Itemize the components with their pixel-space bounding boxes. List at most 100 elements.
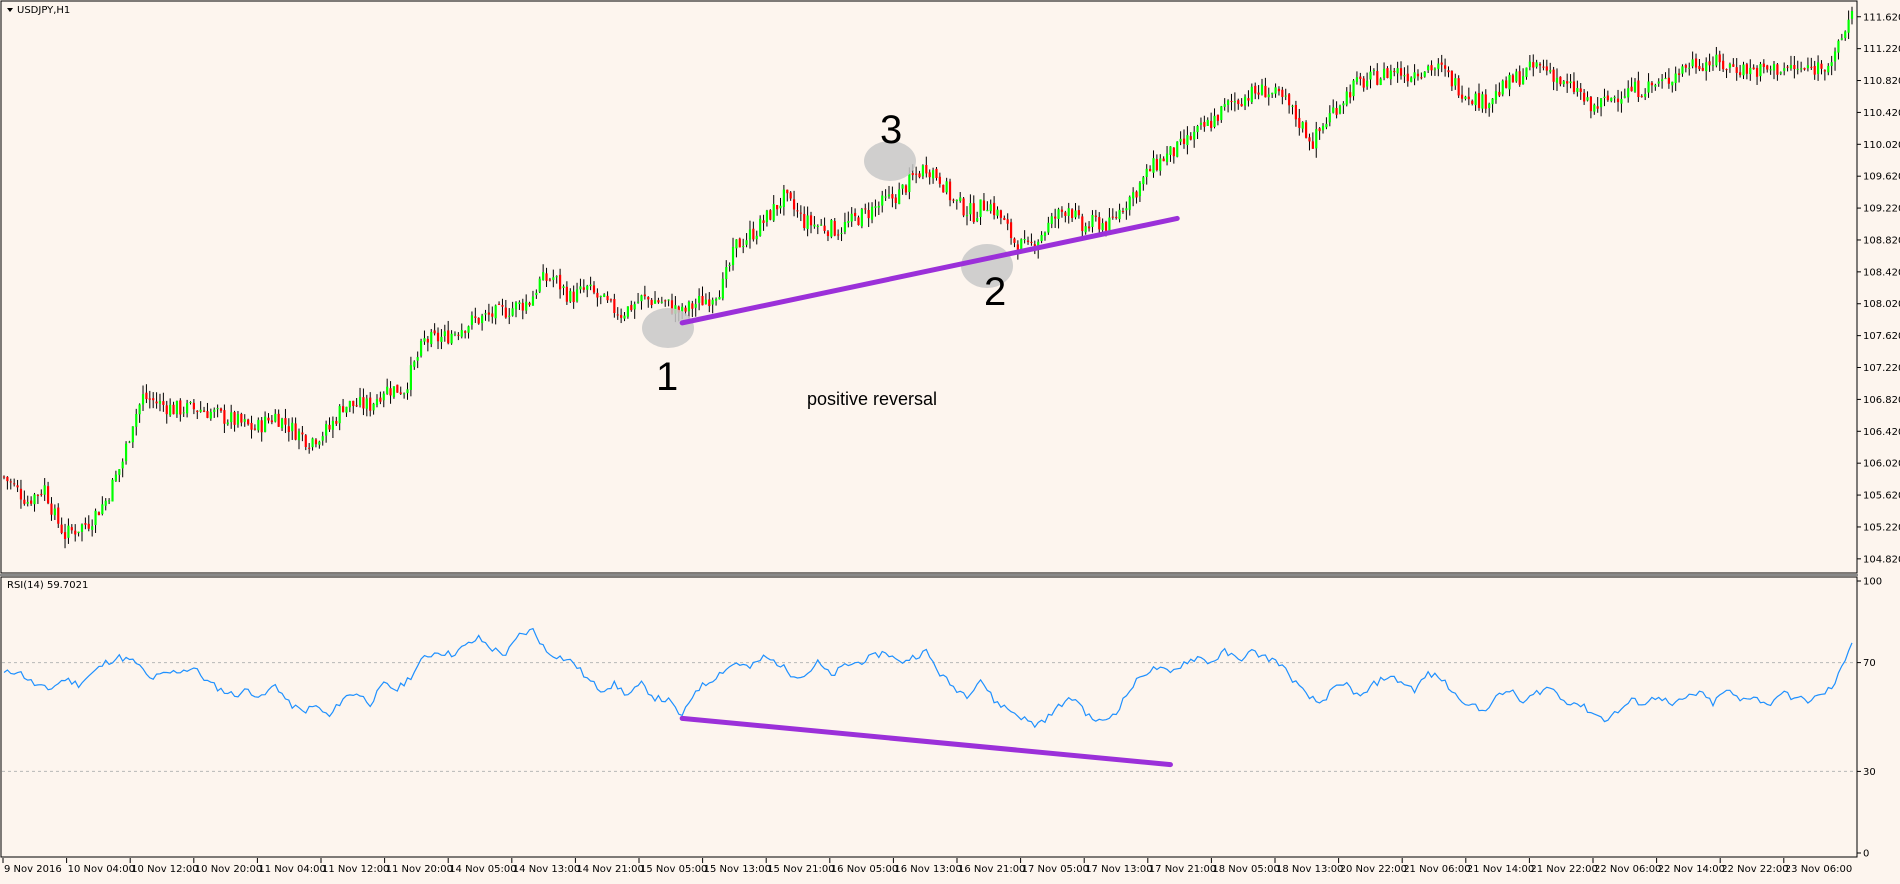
candle-body xyxy=(1274,87,1277,94)
candle-body xyxy=(1264,85,1267,98)
candle-body xyxy=(511,308,514,316)
candle-body xyxy=(1511,75,1515,83)
symbol-label: USDJPY,H1 xyxy=(17,5,70,16)
candle-body xyxy=(840,232,843,234)
candle-body xyxy=(1728,64,1732,68)
candle-body xyxy=(1569,81,1572,84)
candle-body xyxy=(1067,208,1070,216)
candle-body xyxy=(1054,216,1057,219)
candle-body xyxy=(1688,67,1691,69)
candle-body xyxy=(1104,221,1108,231)
candle-body xyxy=(101,504,104,515)
candle-body xyxy=(898,189,901,205)
candle-body xyxy=(857,217,860,226)
candle-body xyxy=(226,422,229,425)
candle-body xyxy=(1196,126,1199,133)
candle-body xyxy=(1606,95,1609,101)
candle-body xyxy=(948,181,952,201)
candle-body xyxy=(1298,117,1301,128)
candle-body xyxy=(1145,168,1148,177)
candle-body xyxy=(514,302,518,310)
time-tick-label: 18 Nov 05:00 xyxy=(1212,864,1279,875)
candle-body xyxy=(453,333,457,335)
candle-body xyxy=(1610,97,1613,102)
candle-body xyxy=(1667,77,1670,84)
candle-body xyxy=(1335,108,1338,115)
candle-body xyxy=(294,423,297,440)
price-tick-label: 106.820 xyxy=(1863,395,1900,406)
candle-body xyxy=(1745,64,1748,74)
candle-body xyxy=(1779,72,1782,74)
candle-body xyxy=(1328,113,1331,123)
candle-body xyxy=(789,192,792,199)
price-tick-label: 110.020 xyxy=(1863,140,1900,151)
candle-body xyxy=(87,523,90,529)
candle-body xyxy=(233,412,236,425)
candle-body xyxy=(1321,125,1325,131)
candle-body xyxy=(175,400,179,415)
candle-body xyxy=(128,441,131,443)
candle-body xyxy=(1254,85,1257,94)
candle-body xyxy=(1148,168,1152,172)
candle-body xyxy=(1508,74,1511,90)
candle-body xyxy=(94,510,97,526)
candle-body xyxy=(26,502,29,504)
candle-body xyxy=(782,189,785,207)
candle-body xyxy=(908,173,911,193)
candle-body xyxy=(447,330,450,344)
rsi-tick-label: 100 xyxy=(1863,577,1882,588)
candle-body xyxy=(250,422,253,430)
candle-body xyxy=(592,285,596,293)
candle-body xyxy=(504,307,507,318)
candle-body xyxy=(1722,60,1725,70)
candle-body xyxy=(1060,209,1064,212)
rsi-series-line xyxy=(3,627,1853,729)
candle-body xyxy=(1325,123,1328,128)
candle-body xyxy=(84,523,87,525)
candle-body xyxy=(1586,97,1589,101)
candle-body xyxy=(925,164,928,174)
rsi-trendline[interactable] xyxy=(679,715,1173,768)
candle-body xyxy=(467,326,470,333)
candle-body xyxy=(1386,68,1389,78)
candle-body xyxy=(1735,67,1738,73)
candle-body xyxy=(1494,91,1498,101)
label-point-1: 1 xyxy=(656,355,678,399)
candle-body xyxy=(965,215,969,217)
candle-body xyxy=(423,338,426,342)
candle-body xyxy=(1460,94,1464,99)
candle-body xyxy=(291,422,294,432)
candle-body xyxy=(742,246,745,248)
candle-body xyxy=(63,532,67,539)
candle-body xyxy=(887,194,891,197)
candle-body xyxy=(1142,177,1145,185)
candle-body xyxy=(260,420,263,433)
candle-body xyxy=(23,499,26,504)
candle-body xyxy=(206,411,209,418)
candle-body xyxy=(1677,73,1681,75)
candle-body xyxy=(670,300,674,314)
candle-body xyxy=(1823,70,1826,72)
candle-body xyxy=(1827,65,1830,73)
candle-body xyxy=(1718,54,1721,63)
candle-body xyxy=(572,291,575,303)
candle-body xyxy=(1091,214,1094,227)
price-trendline[interactable] xyxy=(679,215,1180,326)
time-tick-label: 15 Nov 21:00 xyxy=(767,864,834,875)
candle-body xyxy=(97,512,101,516)
candle-body xyxy=(1077,210,1080,216)
candle-body xyxy=(1403,75,1406,77)
candle-body xyxy=(138,404,141,415)
candle-body xyxy=(952,199,955,201)
candle-body xyxy=(216,408,219,410)
time-tick-label: 11 Nov 04:00 xyxy=(258,864,325,875)
price-tick-label: 110.820 xyxy=(1863,76,1900,87)
candle-body xyxy=(141,394,145,405)
candle-body xyxy=(575,289,579,302)
candle-body xyxy=(1121,210,1125,212)
candle-body xyxy=(1528,61,1531,67)
candle-body xyxy=(223,410,226,424)
collapse-triangle-icon[interactable] xyxy=(7,8,13,12)
candle-body xyxy=(562,286,565,288)
candle-body xyxy=(1599,98,1603,108)
